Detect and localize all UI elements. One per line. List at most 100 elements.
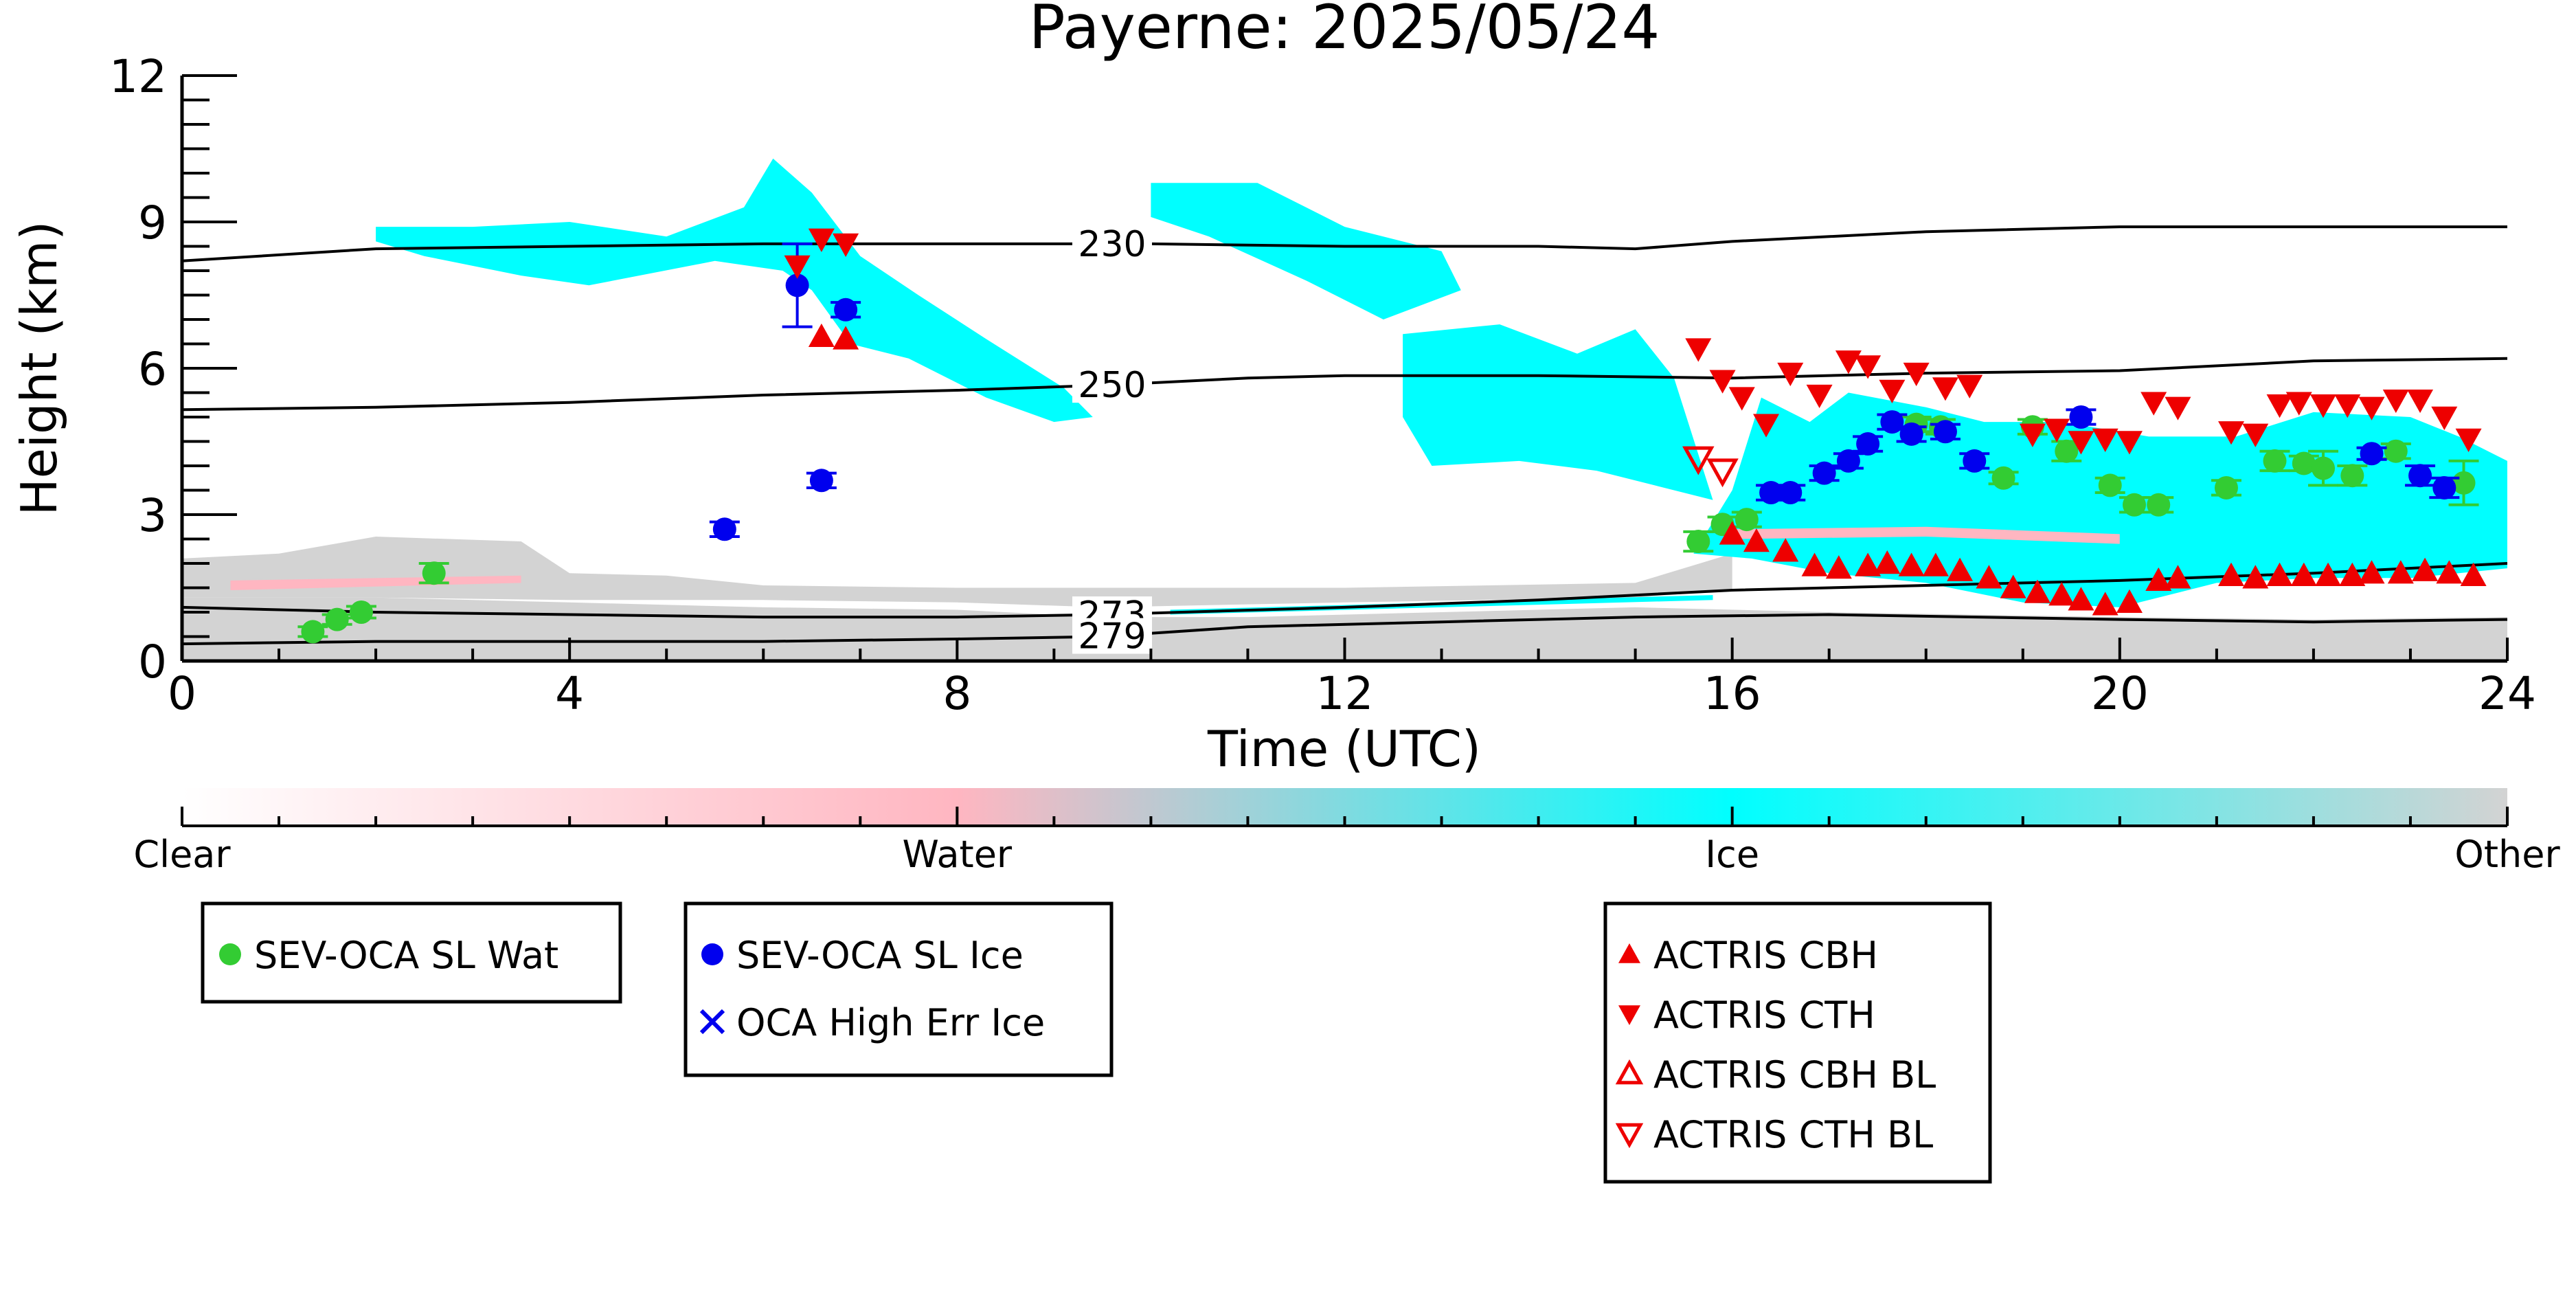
legend-marker-oca-high-err-ice-b <box>699 1009 725 1035</box>
legend-item-actris-cth-bl: ACTRIS CTH BL <box>1615 1113 1933 1156</box>
point-sev-oca-sl-wat <box>301 620 325 644</box>
isotherm-230 <box>182 225 2507 262</box>
x-tick-label: 8 <box>942 667 971 720</box>
point-actris-cth <box>2019 423 2046 447</box>
point-sev-oca-sl-ice <box>834 298 858 322</box>
legend-item-actris-cbh-bl: ACTRIS CBH BL <box>1615 1053 1936 1097</box>
point-actris-cth <box>1903 362 1930 387</box>
point-sev-oca-sl-ice <box>1778 481 1803 505</box>
isotherm-250 <box>182 357 2507 412</box>
legend-item-actris-cbh: ACTRIS CBH <box>1618 934 1878 977</box>
point-actris-cth <box>2092 428 2119 452</box>
x-tick-label: 24 <box>2478 667 2536 720</box>
point-actris-cth <box>2140 392 2167 416</box>
point-actris-cth <box>1709 370 1736 394</box>
point-sev-oca-sl-wat <box>325 607 349 631</box>
point-actris-cth <box>1806 384 1833 409</box>
legend-box-ice: SEV-OCA SL Ice OCA High Err Ice <box>683 901 1114 1077</box>
point-actris-cbh <box>1947 557 1974 581</box>
point-sev-oca-sl-wat <box>349 600 373 624</box>
point-actris-cbh <box>1976 565 2002 589</box>
point-actris-cth <box>808 228 835 252</box>
legend-item-actris-cth: ACTRIS CTH <box>1618 993 1875 1037</box>
series-actris-cth-bl <box>1682 446 1739 488</box>
y-tick-label: 12 <box>109 50 167 103</box>
colorbar: Clear Water Ice Other <box>133 788 2560 876</box>
isotherm-label-230: 230 <box>1078 224 1146 265</box>
point-sev-oca-sl-wat <box>2384 439 2408 463</box>
point-actris-cbh <box>2048 582 2075 606</box>
legend-marker-oca-high-err-ice <box>699 1009 725 1035</box>
point-sev-oca-sl-wat <box>2147 493 2171 517</box>
point-sev-oca-sl-wat <box>1735 508 1759 532</box>
point-sev-oca-sl-ice <box>1812 461 1836 485</box>
point-actris-cbh <box>2145 567 2172 592</box>
legend-marker-sev-oca-sl-wat <box>219 943 241 965</box>
x-tick-label: 20 <box>2091 667 2149 720</box>
legends: SEV-OCA SL Wat SEV-OCA SL Ice OCA High Er… <box>201 901 1992 1184</box>
legend-label-oca-high-err-ice: OCA High Err Ice <box>736 1001 1045 1044</box>
point-actris-cth <box>2068 431 2094 455</box>
x-ticks: 0 4 8 12 16 20 24 <box>168 638 2536 720</box>
chart-title: Payerne: 2025/05/24 <box>1029 0 1660 63</box>
point-actris-cbh <box>1855 552 1882 576</box>
y-axis-label: Height (km) <box>10 221 68 516</box>
point-sev-oca-sl-ice <box>1933 420 1957 444</box>
point-actris-cth-bl <box>1706 458 1739 488</box>
point-actris-cbh <box>2436 560 2463 584</box>
y-tick-label: 0 <box>138 636 167 688</box>
y-tick-label: 3 <box>138 489 167 542</box>
point-actris-cbh <box>2024 579 2050 603</box>
point-sev-oca-sl-ice <box>809 469 833 493</box>
legend-box-actris: ACTRIS CBH ACTRIS CTH ACTRIS CBH BL ACTRIS … <box>1603 901 1992 1184</box>
isotherm-label-bg-250 <box>1072 367 1152 403</box>
point-actris-cbh <box>2218 562 2245 586</box>
legend-label-sev-oca-sl-ice: SEV-OCA SL Ice <box>736 934 1024 977</box>
point-sev-oca-sl-wat <box>1686 530 1710 554</box>
point-actris-cth <box>2242 423 2269 447</box>
point-sev-oca-sl-wat <box>2263 449 2287 473</box>
point-sev-oca-sl-wat <box>2055 439 2079 463</box>
point-actris-cth <box>1728 387 1755 411</box>
point-actris-cth <box>2407 389 2434 414</box>
colorbar-label-other: Other <box>2454 833 2560 876</box>
point-sev-oca-sl-wat <box>2292 451 2316 475</box>
legend-box-water: SEV-OCA SL Wat <box>201 901 622 1004</box>
colorbar-ticks <box>181 807 2509 826</box>
field-region-water-7 <box>1732 526 2120 544</box>
point-sev-oca-sl-wat <box>2122 493 2146 517</box>
point-actris-cbh <box>1719 521 1745 545</box>
point-actris-cbh <box>2339 562 2366 586</box>
point-sev-oca-sl-ice <box>1856 432 1880 456</box>
field-region-ice-4 <box>1151 183 1461 319</box>
legend-label-actris-cth: ACTRIS CTH <box>1653 993 1875 1037</box>
point-actris-cbh <box>1922 552 1949 576</box>
series-actris-cbh <box>808 323 2487 616</box>
y-ticks: 0 3 6 9 12 <box>109 50 237 688</box>
point-sev-oca-sl-wat <box>2340 464 2364 488</box>
point-actris-cbh <box>1772 538 1799 562</box>
legend-item-sev-oca-sl-wat: SEV-OCA SL Wat <box>219 934 558 977</box>
isotherm-label-250: 250 <box>1078 365 1146 406</box>
y-tick-label: 9 <box>138 197 167 249</box>
y-tick-label: 6 <box>138 343 167 396</box>
point-actris-cth <box>1685 338 1712 362</box>
colorbar-label-clear: Clear <box>133 833 231 876</box>
point-actris-cth-bl <box>1682 446 1715 475</box>
axes: 0 4 8 12 16 20 24 0 3 6 9 12 <box>109 50 2536 720</box>
x-tick-label: 12 <box>1316 667 1374 720</box>
point-actris-cbh <box>2358 560 2385 584</box>
point-actris-cth <box>1753 414 1780 438</box>
legend-item-oca-high-err-ice: OCA High Err Ice <box>699 1001 1045 1044</box>
point-sev-oca-sl-wat <box>2452 471 2476 495</box>
x-tick-label: 4 <box>555 667 584 720</box>
point-actris-cth <box>1835 350 1862 374</box>
point-actris-cbh <box>2000 574 2026 598</box>
field-region-other-0 <box>182 597 2507 661</box>
field-region-ice-6 <box>1693 392 2507 607</box>
legend-marker-actris-cth-bl <box>1615 1123 1644 1149</box>
point-actris-cth <box>1932 377 1958 401</box>
point-actris-cbh <box>2068 587 2094 611</box>
